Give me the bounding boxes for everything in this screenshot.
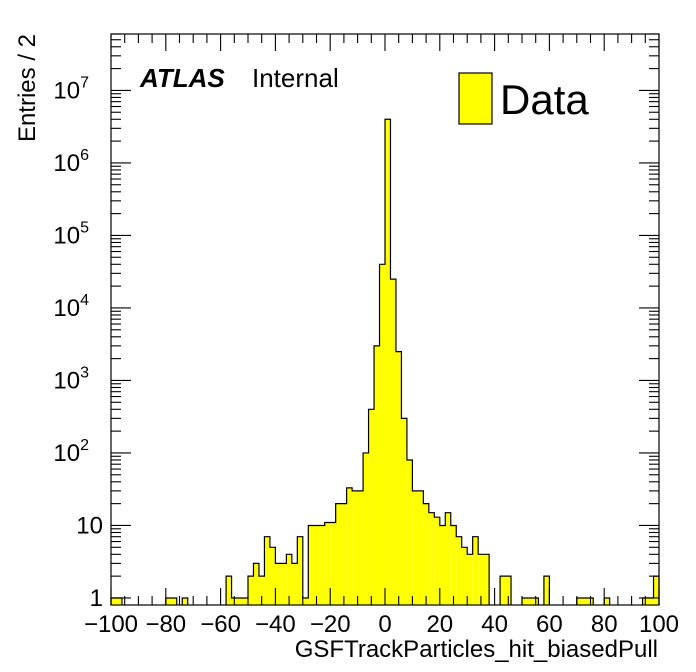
y-tick-label: 103: [53, 364, 89, 394]
x-tick-label: 20: [426, 611, 453, 638]
histogram-bar: [483, 554, 490, 605]
histogram-bar: [478, 554, 484, 605]
histogram-bar: [237, 597, 243, 605]
histogram-bar: [522, 597, 528, 605]
x-tick-label: −40: [255, 611, 296, 638]
y-tick-label: 10: [76, 512, 103, 539]
histogram-bars: [111, 119, 659, 606]
histogram-bar: [450, 525, 457, 605]
y-tick-label: 1: [90, 585, 103, 612]
y-tick-label: 102: [53, 437, 89, 467]
histogram-bar: [374, 345, 380, 605]
histogram-bar: [472, 536, 479, 605]
histogram-bar: [335, 503, 342, 605]
histogram-bar: [543, 576, 550, 605]
histogram-bar: [111, 597, 117, 605]
histogram-bar: [412, 490, 418, 605]
histogram-bar: [346, 487, 353, 605]
legend-entry-data: Data: [500, 76, 589, 123]
histogram-bar: [467, 554, 473, 605]
histogram-bar: [352, 490, 358, 605]
histogram-bar: [648, 597, 654, 605]
histogram-bar: [417, 490, 424, 605]
histogram-bar: [401, 418, 407, 605]
y-tick-label: 105: [53, 219, 89, 249]
histogram-bar: [258, 576, 265, 605]
histogram-bar: [324, 522, 331, 605]
histogram-bar: [379, 264, 385, 605]
histogram-bar: [280, 563, 287, 605]
histogram-bar: [423, 503, 429, 605]
histogram-bar: [576, 597, 583, 605]
histogram-bar: [368, 409, 375, 605]
histogram-bar: [385, 119, 391, 606]
histogram-bar: [308, 525, 314, 605]
histogram-bar: [116, 597, 122, 605]
x-tick-label: 80: [591, 611, 618, 638]
histogram-bar: [226, 576, 232, 605]
x-axis-label: GSFTrackParticles_hit_biasedPull: [295, 636, 658, 663]
histogram-bar: [341, 503, 347, 605]
legend-swatch: [458, 72, 493, 125]
histogram-bar: [505, 576, 512, 605]
histogram-bar: [242, 597, 248, 605]
x-tick-label: −100: [84, 611, 138, 638]
histogram-bar: [171, 597, 177, 605]
histogram-bar: [500, 576, 506, 605]
histogram-bar: [445, 512, 451, 605]
x-axis-ticks: −100 −80 −60 −40 −20 0 20 40 60 80 100: [84, 34, 679, 638]
histogram-bar: [248, 576, 254, 605]
x-tick-label: −20: [310, 611, 351, 638]
y-tick-label: 104: [53, 292, 89, 322]
x-tick-label: 100: [639, 611, 679, 638]
x-tick-label: 0: [378, 611, 391, 638]
histogram-bar: [406, 459, 413, 605]
histogram-bar: [363, 452, 369, 605]
status-label: Internal: [252, 63, 339, 93]
x-tick-label: 40: [481, 611, 508, 638]
histogram-bar: [527, 597, 533, 605]
y-axis-ticks: 1 10 102 103 104 105 106 107: [53, 33, 659, 612]
x-tick-label: 60: [536, 611, 563, 638]
histogram-bar: [264, 536, 270, 605]
histogram-bar: [319, 525, 325, 605]
histogram-bar: [286, 554, 292, 605]
histogram-bar: [390, 279, 396, 605]
histogram-bar: [182, 597, 188, 605]
histogram-bar: [439, 525, 446, 605]
histogram-bar: [357, 490, 364, 605]
histogram-bar: [269, 547, 276, 605]
histogram-bar: [291, 563, 298, 605]
histogram-bar: [653, 576, 659, 605]
experiment-label: ATLAS: [139, 63, 225, 93]
histogram-bar: [302, 597, 309, 605]
x-tick-label: −60: [200, 611, 241, 638]
y-tick-label: 107: [53, 74, 89, 104]
histogram-bar: [434, 517, 440, 605]
histogram-bar: [461, 547, 468, 605]
histogram-bar: [275, 563, 281, 605]
y-tick-label: 106: [53, 147, 89, 177]
histogram-bar: [582, 597, 588, 605]
x-tick-label: −80: [145, 611, 186, 638]
histogram-bar: [165, 597, 172, 605]
histogram-bar: [297, 536, 303, 605]
histogram-bar: [253, 563, 259, 605]
y-axis-label: Entries / 2: [14, 34, 41, 142]
histogram-bar: [330, 522, 336, 605]
histogram-bar: [604, 597, 610, 605]
histogram-bar: [395, 351, 402, 605]
plot-frame: [110, 33, 660, 606]
histogram-bar: [428, 512, 435, 605]
histogram-bar: [313, 525, 320, 605]
histogram-bar: [456, 536, 462, 605]
